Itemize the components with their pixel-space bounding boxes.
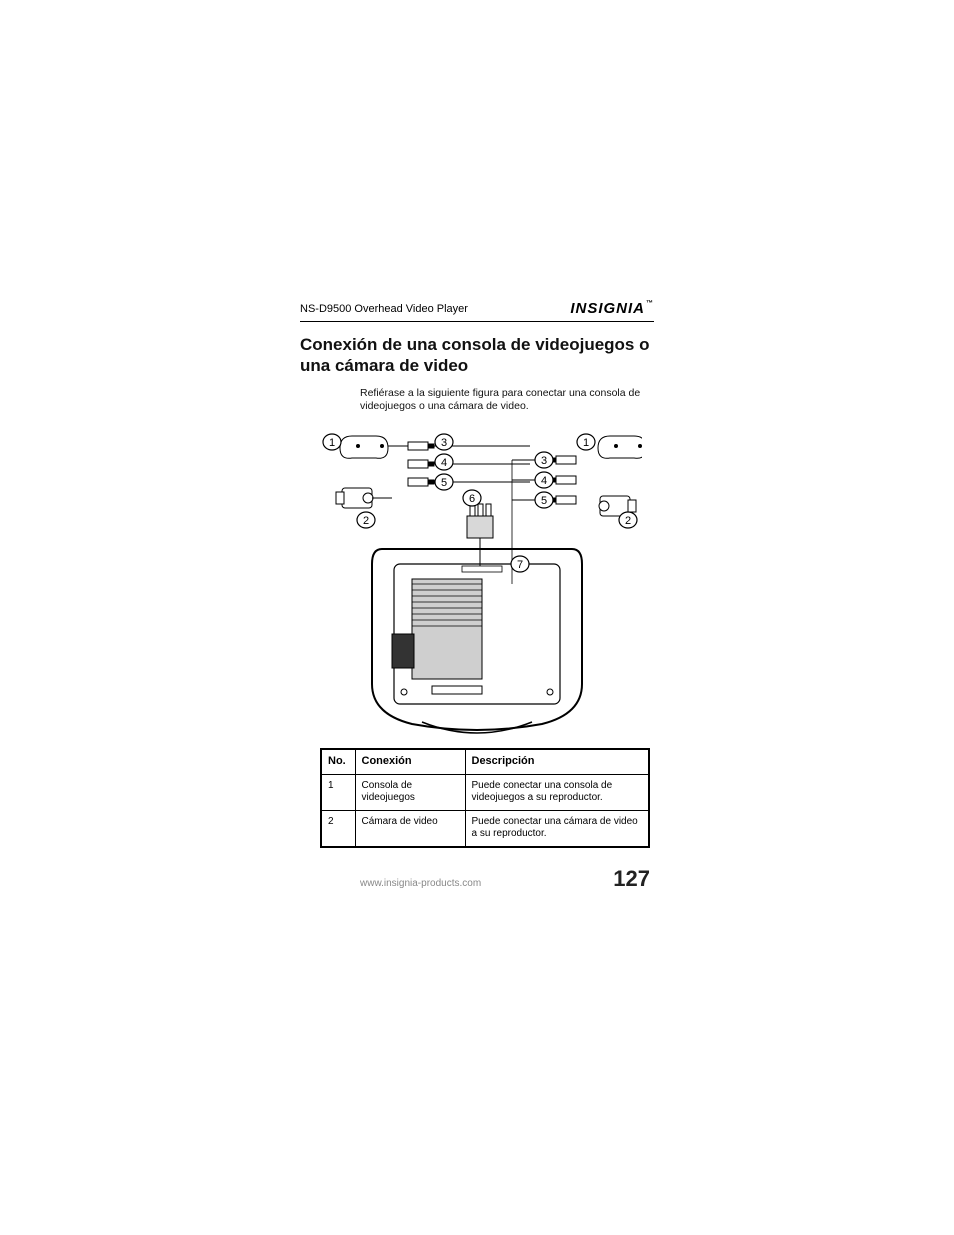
player-body-icon	[372, 549, 582, 733]
callout-badge: 5	[535, 492, 553, 508]
game-controller-icon	[340, 436, 408, 458]
table-row: 2 Cámara de video Puede conectar una cám…	[321, 810, 649, 847]
svg-text:1: 1	[329, 437, 335, 449]
camcorder-icon	[336, 488, 392, 508]
svg-text:7: 7	[517, 559, 523, 571]
cell-desc: Puede conectar una cámara de video a su …	[465, 810, 649, 847]
svg-text:1: 1	[583, 437, 589, 449]
callout-badge: 2	[357, 512, 375, 528]
cell-no: 2	[321, 810, 355, 847]
manual-page: NS-D9500 Overhead Video Player INSIGNIA …	[300, 300, 654, 892]
callout-badge: 1	[577, 434, 595, 450]
diagram-svg: 1 2 3 4 5 6 1 2 3 4 5 7	[312, 424, 642, 734]
col-header-desc: Descripción	[465, 749, 649, 774]
page-number: 127	[613, 866, 650, 892]
col-header-conn: Conexión	[355, 749, 465, 774]
svg-text:5: 5	[541, 495, 547, 507]
callout-badge: 4	[435, 454, 453, 470]
svg-text:3: 3	[441, 437, 447, 449]
svg-text:3: 3	[541, 455, 547, 467]
svg-text:6: 6	[469, 493, 475, 505]
page-header: NS-D9500 Overhead Video Player INSIGNIA	[300, 300, 654, 322]
connection-diagram: 1 2 3 4 5 6 1 2 3 4 5 7	[300, 424, 654, 734]
col-header-no: No.	[321, 749, 355, 774]
product-name: NS-D9500 Overhead Video Player	[300, 303, 468, 315]
callout-group-bottom: 7	[511, 556, 529, 572]
svg-text:2: 2	[363, 515, 369, 527]
game-controller-icon	[598, 436, 642, 458]
section-title: Conexión de una consola de videojuegos o…	[300, 334, 654, 377]
left-source-cluster	[336, 436, 530, 508]
callout-badge: 6	[463, 490, 481, 506]
cell-desc: Puede conectar una consola de videojuego…	[465, 774, 649, 810]
cell-conn: Cámara de video	[355, 810, 465, 847]
table-row: 1 Consola de videojuegos Puede conectar …	[321, 774, 649, 810]
svg-text:5: 5	[441, 477, 447, 489]
callout-badge: 2	[619, 512, 637, 528]
cell-conn: Consola de videojuegos	[355, 774, 465, 810]
callout-badge: 3	[535, 452, 553, 468]
table-header-row: No. Conexión Descripción	[321, 749, 649, 774]
callout-badge: 3	[435, 434, 453, 450]
callout-badge: 7	[511, 556, 529, 572]
callout-badge: 1	[323, 434, 341, 450]
svg-text:4: 4	[441, 457, 447, 469]
footer-url: www.insignia-products.com	[360, 878, 481, 889]
svg-text:4: 4	[541, 475, 547, 487]
callout-badge: 4	[535, 472, 553, 488]
page-footer: www.insignia-products.com 127	[300, 866, 654, 892]
cell-no: 1	[321, 774, 355, 810]
svg-text:2: 2	[625, 515, 631, 527]
connection-table: No. Conexión Descripción 1 Consola de vi…	[320, 748, 650, 848]
callout-badge: 5	[435, 474, 453, 490]
brand-logo: INSIGNIA	[570, 300, 654, 317]
intro-text: Refiérase a la siguiente figura para con…	[300, 387, 654, 414]
